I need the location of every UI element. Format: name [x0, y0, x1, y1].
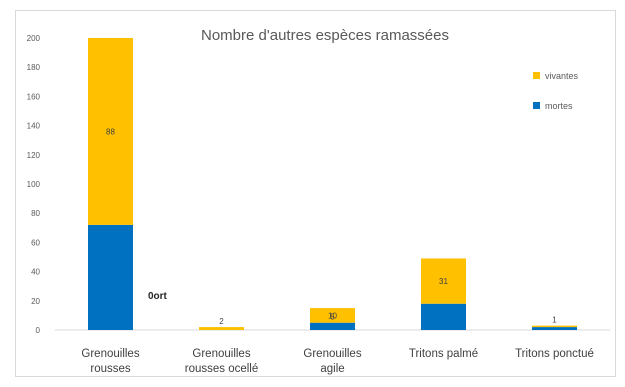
bar-vivantes	[421, 258, 466, 304]
legend-swatch-vivantes	[533, 72, 540, 79]
y-tick-label: 100	[27, 180, 41, 189]
x-category-label: rousses	[90, 363, 131, 375]
legend-label-vivantes: vivantes	[545, 71, 579, 81]
y-tick-label: 180	[27, 63, 41, 72]
legend-label-mortes: mortes	[545, 101, 573, 111]
y-tick-label: 120	[27, 151, 41, 160]
chart-title: Nombre d'autres espèces ramassées	[201, 27, 449, 44]
data-labels: 88 2 510 31 1	[106, 127, 557, 326]
x-category-label: agile	[320, 363, 344, 375]
bar-vivantes	[199, 327, 244, 330]
bar-vivantes	[532, 325, 577, 328]
y-tick-label: 60	[31, 238, 40, 247]
x-axis-labels: Grenouilles rousses Grenouilles rousses oce…	[81, 348, 594, 375]
bar-mortes	[88, 224, 133, 330]
data-label-vivantes: 31	[439, 277, 448, 286]
x-category-label: rousses ocellé	[185, 363, 259, 375]
data-label-vivantes: 1	[552, 316, 557, 325]
y-tick-label: 40	[31, 268, 40, 277]
y-tick-label: 200	[27, 34, 41, 43]
data-label-vivantes: 2	[219, 317, 224, 326]
chart-border	[15, 10, 616, 377]
x-category-label: Grenouilles	[81, 348, 139, 360]
bar-mortes	[310, 322, 355, 330]
data-label-vivantes: 10	[328, 311, 337, 320]
bar-mortes	[532, 327, 577, 330]
legend: vivantes mortes	[533, 71, 579, 111]
bar-vivantes	[88, 38, 133, 225]
y-tick-label: 140	[27, 122, 41, 131]
y-tick-label: 80	[31, 209, 40, 218]
y-tick-label: 20	[31, 297, 40, 306]
bar-vivantes	[310, 308, 355, 323]
bar-mortes	[421, 303, 466, 330]
y-tick-label: 160	[27, 92, 41, 101]
annotation-text: 0ort	[148, 291, 168, 302]
bars	[88, 38, 577, 330]
data-label-vivantes: 88	[106, 127, 115, 136]
x-category-label: Grenouilles	[192, 348, 250, 360]
legend-swatch-mortes	[533, 102, 540, 109]
data-label-mortes: 5	[330, 313, 335, 322]
x-category-label: Tritons ponctué	[515, 348, 594, 360]
x-category-label: Grenouilles	[303, 348, 361, 360]
x-category-label: Tritons palmé	[409, 348, 478, 360]
y-tick-label: 0	[36, 326, 41, 335]
annotations: 0ort	[148, 291, 168, 302]
